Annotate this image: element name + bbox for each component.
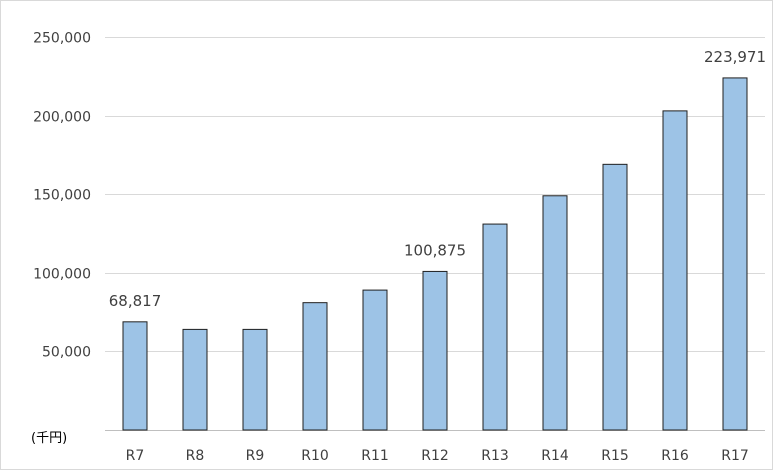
x-tick-label: R14 [541,448,569,464]
data-label: 223,971 [704,48,766,66]
y-tick-label: 200,000 [33,110,91,126]
bar [302,302,328,431]
x-tick-label: R17 [721,448,749,464]
x-tick-label: R8 [186,448,205,464]
bar [602,163,628,431]
x-tick-label: R11 [361,448,389,464]
data-labels: 68,817 100,875 223,971 [109,48,766,310]
y-tick-label: 250,000 [33,31,91,47]
x-tick-label: R15 [601,448,629,464]
unit-label: (千円) [31,431,67,446]
data-label: 68,817 [109,292,162,310]
y-tick-label: 50,000 [42,345,91,361]
y-tick-label: 100,000 [33,267,91,283]
bar [362,289,388,431]
y-tick-label: 150,000 [33,188,91,204]
x-tick-label: R13 [481,448,509,464]
bar [182,328,208,431]
axis-labels: 50,000 100,000 150,000 200,000 250,000 R7 R8 R9… [33,31,749,465]
x-tick-label: R9 [246,448,265,464]
x-tick-label: R7 [126,448,145,464]
bars [122,77,748,431]
bar [662,110,688,431]
x-tick-label: R16 [661,448,689,464]
x-tick-label: R10 [301,448,329,464]
data-label: 100,875 [404,241,466,259]
bar [242,328,268,431]
bar [422,270,448,431]
bar [542,195,568,431]
bar [722,77,748,431]
x-tick-label: R12 [421,448,449,464]
bar [122,321,148,431]
bar [482,223,508,431]
